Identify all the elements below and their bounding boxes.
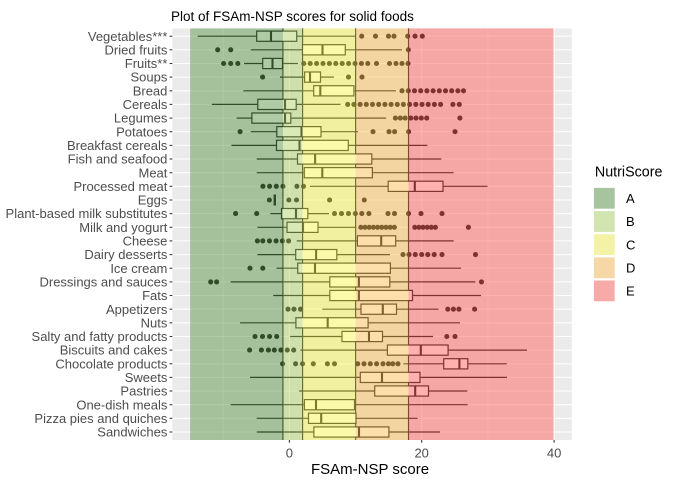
svg-text:Dressings and sauces: Dressings and sauces bbox=[39, 275, 167, 290]
svg-text:Vegetables***: Vegetables*** bbox=[88, 29, 168, 44]
svg-text:Pizza pies and quiches: Pizza pies and quiches bbox=[34, 411, 167, 426]
svg-text:E: E bbox=[626, 284, 635, 299]
svg-text:Pastries: Pastries bbox=[120, 384, 167, 399]
svg-text:Cheese: Cheese bbox=[123, 234, 168, 249]
svg-text:D: D bbox=[626, 261, 635, 276]
svg-text:Milk and yogurt: Milk and yogurt bbox=[79, 220, 168, 235]
svg-text:Plot of FSAm-NSP scores for so: Plot of FSAm-NSP scores for solid foods bbox=[171, 9, 414, 24]
svg-text:Plant-based milk substitutes: Plant-based milk substitutes bbox=[6, 206, 168, 221]
svg-text:One-dish meals: One-dish meals bbox=[76, 397, 168, 412]
svg-text:Appetizers: Appetizers bbox=[106, 302, 168, 317]
svg-text:Processed meat: Processed meat bbox=[73, 179, 167, 194]
svg-text:Sandwiches: Sandwiches bbox=[97, 425, 168, 440]
svg-text:Bread: Bread bbox=[133, 83, 168, 98]
svg-text:0: 0 bbox=[286, 446, 293, 461]
svg-text:Salty and fatty products: Salty and fatty products bbox=[32, 329, 168, 344]
svg-text:A: A bbox=[626, 191, 635, 206]
svg-text:Legumes: Legumes bbox=[114, 111, 168, 126]
svg-text:20: 20 bbox=[414, 446, 428, 461]
svg-text:Fruits**: Fruits** bbox=[125, 56, 168, 71]
svg-text:Nuts: Nuts bbox=[141, 315, 168, 330]
svg-text:Breakfast cereals: Breakfast cereals bbox=[67, 138, 168, 153]
svg-text:B: B bbox=[626, 214, 635, 229]
svg-text:Chocolate products: Chocolate products bbox=[55, 356, 168, 371]
svg-text:Dairy desserts: Dairy desserts bbox=[84, 247, 168, 262]
svg-text:NutriScore: NutriScore bbox=[595, 164, 663, 180]
svg-text:C: C bbox=[626, 237, 635, 252]
svg-text:Sweets: Sweets bbox=[125, 370, 168, 385]
svg-text:FSAm-NSP score: FSAm-NSP score bbox=[311, 461, 429, 478]
svg-text:Meat: Meat bbox=[138, 165, 167, 180]
svg-text:Fats: Fats bbox=[142, 288, 168, 303]
svg-text:Soups: Soups bbox=[131, 70, 168, 85]
svg-text:Fish and seafood: Fish and seafood bbox=[68, 152, 168, 167]
svg-text:40: 40 bbox=[547, 446, 561, 461]
svg-text:Ice cream: Ice cream bbox=[110, 261, 167, 276]
svg-text:Biscuits and cakes: Biscuits and cakes bbox=[60, 343, 168, 358]
svg-text:Dried fruits: Dried fruits bbox=[105, 42, 168, 57]
svg-text:Eggs: Eggs bbox=[138, 193, 168, 208]
svg-text:Potatoes: Potatoes bbox=[116, 124, 168, 139]
svg-text:Cereals: Cereals bbox=[123, 97, 168, 112]
